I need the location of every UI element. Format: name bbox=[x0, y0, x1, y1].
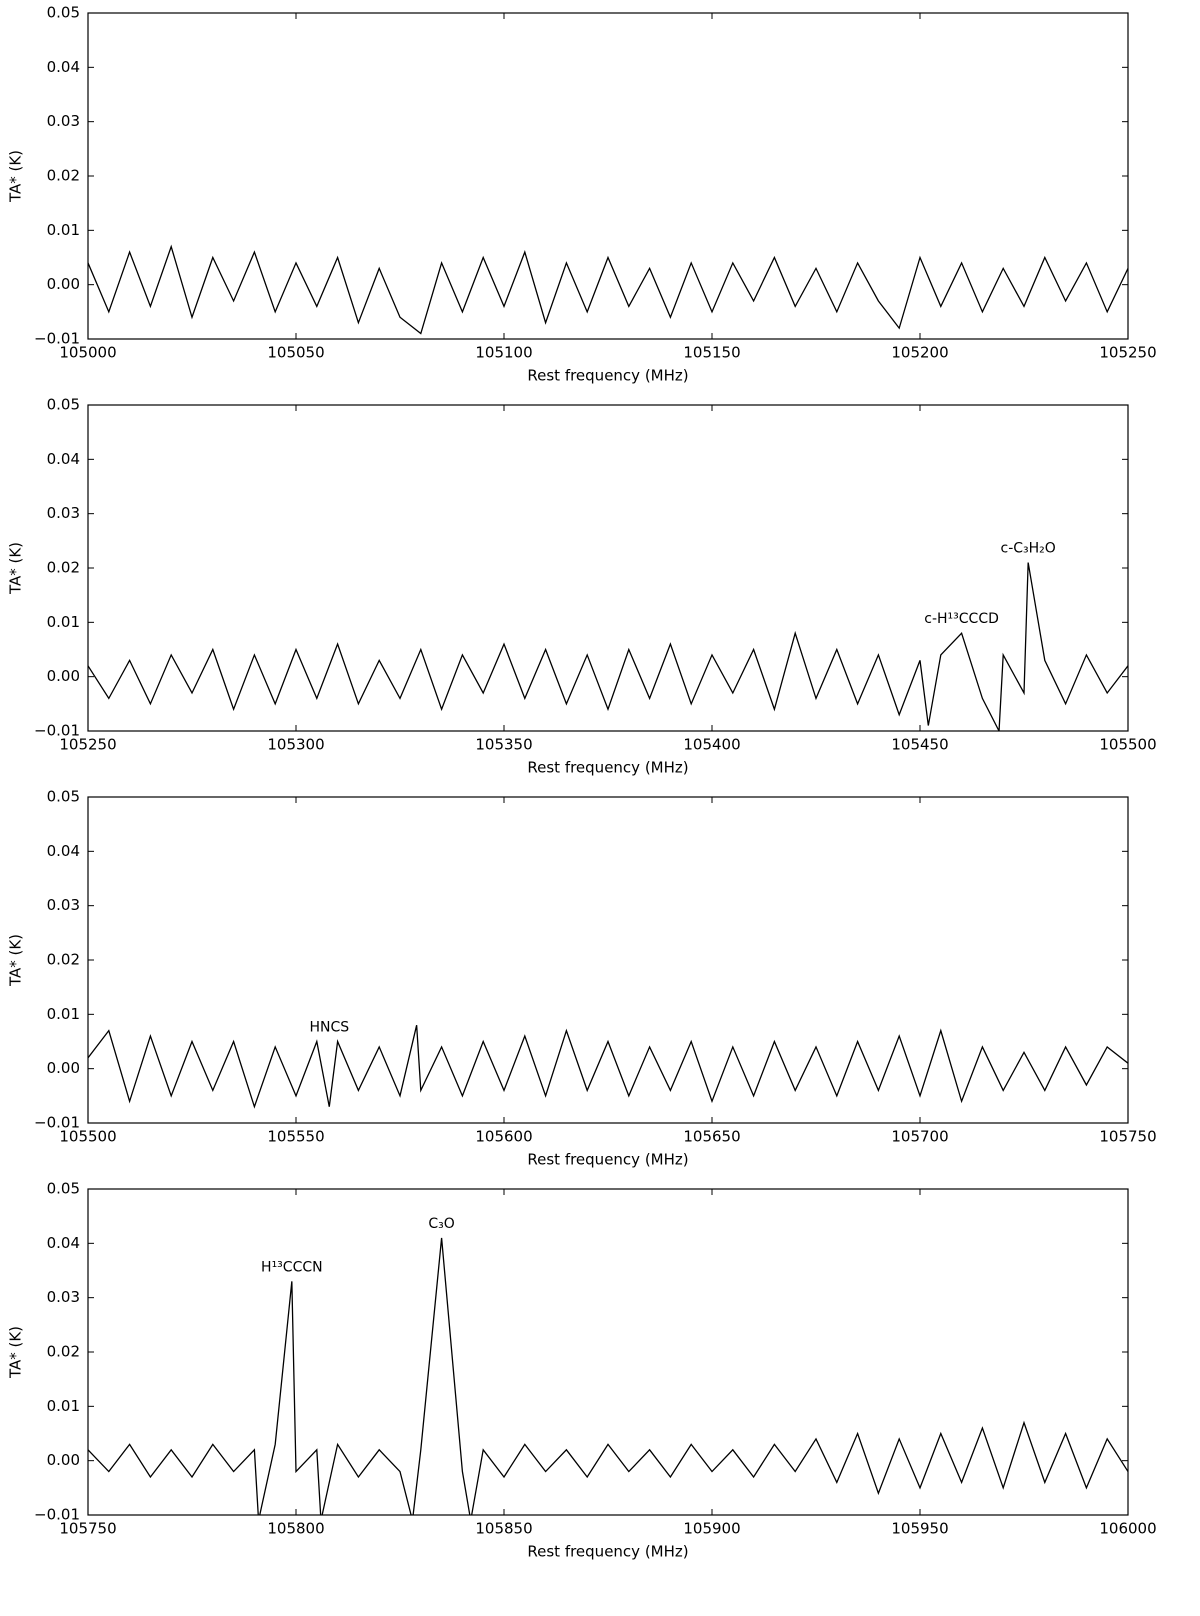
y-tick-label: 0.02 bbox=[47, 559, 80, 577]
y-tick-label: 0.05 bbox=[47, 396, 80, 414]
y-tick-label: 0.02 bbox=[47, 951, 80, 969]
y-tick-label: −0.01 bbox=[34, 330, 80, 348]
x-tick-label: 106000 bbox=[1099, 1520, 1156, 1538]
x-axis-label: Rest frequency (MHz) bbox=[527, 759, 688, 777]
x-tick-label: 105200 bbox=[891, 344, 948, 362]
x-axis-label: Rest frequency (MHz) bbox=[527, 1151, 688, 1169]
y-tick-label: −0.01 bbox=[34, 1506, 80, 1524]
x-tick-label: 105700 bbox=[891, 1128, 948, 1146]
panel: −0.01 0.00 0.01 0.02 0.03 0.04 0.05 105750 10580… bbox=[7, 1180, 1157, 1561]
x-tick-label: 105550 bbox=[267, 1128, 324, 1146]
y-tick-label: −0.01 bbox=[34, 1114, 80, 1132]
y-tick-label: −0.01 bbox=[34, 722, 80, 740]
y-axis-label: TA* (K) bbox=[7, 542, 25, 595]
y-tick-label: 0.00 bbox=[47, 667, 80, 685]
y-tick-label: 0.00 bbox=[47, 1451, 80, 1469]
x-tick-label: 105250 bbox=[1099, 344, 1156, 362]
y-tick-label: 0.04 bbox=[47, 842, 80, 860]
y-tick-label: 0.01 bbox=[47, 613, 80, 631]
y-tick-label: 0.01 bbox=[47, 1005, 80, 1023]
x-tick-label: 105450 bbox=[891, 736, 948, 754]
panel: −0.01 0.00 0.01 0.02 0.03 0.04 0.05 105500 10555… bbox=[7, 788, 1157, 1169]
line-annotation: c-H¹³CCCD bbox=[924, 611, 999, 627]
y-tick-label: 0.05 bbox=[47, 788, 80, 806]
x-tick-label: 105600 bbox=[475, 1128, 532, 1146]
line-annotation: HNCS bbox=[309, 1020, 349, 1036]
spectrum-line bbox=[88, 562, 1128, 731]
x-tick-label: 105100 bbox=[475, 344, 532, 362]
x-tick-label: 105500 bbox=[59, 1128, 116, 1146]
y-tick-label: 0.03 bbox=[47, 1288, 80, 1306]
x-tick-label: 105050 bbox=[267, 344, 324, 362]
y-tick-label: 0.01 bbox=[47, 221, 80, 239]
y-tick-label: 0.03 bbox=[47, 112, 80, 130]
line-annotation: C₃O bbox=[428, 1216, 454, 1232]
x-tick-label: 105900 bbox=[683, 1520, 740, 1538]
x-axis-label: Rest frequency (MHz) bbox=[527, 1543, 688, 1561]
plot-frame bbox=[87, 12, 1129, 340]
x-tick-label: 105750 bbox=[59, 1520, 116, 1538]
y-tick-label: 0.03 bbox=[47, 504, 80, 522]
line-annotation: H¹³CCCN bbox=[261, 1259, 323, 1275]
y-tick-label: 0.01 bbox=[47, 1397, 80, 1415]
line-annotation: c-C₃H₂O bbox=[1001, 541, 1056, 557]
spectrum-line bbox=[88, 1237, 1128, 1515]
panel: −0.01 0.00 0.01 0.02 0.03 0.04 0.05 105250 10530… bbox=[7, 396, 1157, 777]
x-tick-label: 105250 bbox=[59, 736, 116, 754]
y-axis-label: TA* (K) bbox=[7, 934, 25, 987]
x-tick-label: 105500 bbox=[1099, 736, 1156, 754]
y-axis-label: TA* (K) bbox=[7, 1326, 25, 1379]
panel: −0.01 0.00 0.01 0.02 0.03 0.04 0.05 105000 10505… bbox=[7, 4, 1157, 385]
x-tick-label: 105950 bbox=[891, 1520, 948, 1538]
x-tick-label: 105150 bbox=[683, 344, 740, 362]
spectrum-line bbox=[88, 244, 1128, 335]
x-tick-label: 105800 bbox=[267, 1520, 324, 1538]
y-tick-label: 0.04 bbox=[47, 58, 80, 76]
x-axis-label: Rest frequency (MHz) bbox=[527, 367, 688, 385]
y-axis-label: TA* (K) bbox=[7, 150, 25, 203]
x-tick-label: 105400 bbox=[683, 736, 740, 754]
plot-frame bbox=[87, 1188, 1129, 1516]
plot-frame bbox=[87, 796, 1129, 1124]
y-tick-label: 0.00 bbox=[47, 275, 80, 293]
y-tick-label: 0.02 bbox=[47, 1343, 80, 1361]
x-tick-label: 105350 bbox=[475, 736, 532, 754]
x-tick-label: 105300 bbox=[267, 736, 324, 754]
y-tick-label: 0.05 bbox=[47, 4, 80, 22]
spectrum-line bbox=[88, 1025, 1128, 1109]
y-tick-label: 0.04 bbox=[47, 1234, 80, 1252]
plot-frame bbox=[87, 404, 1129, 732]
y-tick-label: 0.04 bbox=[47, 450, 80, 468]
x-tick-label: 105850 bbox=[475, 1520, 532, 1538]
y-tick-label: 0.00 bbox=[47, 1059, 80, 1077]
x-tick-label: 105000 bbox=[59, 344, 116, 362]
y-tick-label: 0.05 bbox=[47, 1180, 80, 1198]
x-tick-label: 105650 bbox=[683, 1128, 740, 1146]
y-tick-label: 0.02 bbox=[47, 167, 80, 185]
y-tick-label: 0.03 bbox=[47, 896, 80, 914]
x-tick-label: 105750 bbox=[1099, 1128, 1156, 1146]
